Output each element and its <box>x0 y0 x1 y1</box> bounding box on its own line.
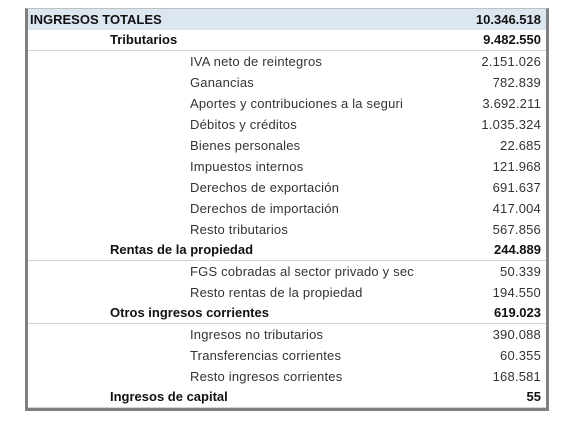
row-label: FGS cobradas al sector privado y sec <box>190 264 414 279</box>
row-value: 10.346.518 <box>475 12 541 27</box>
row-value: 244.889 <box>494 242 541 257</box>
row-label: Débitos y créditos <box>190 117 297 132</box>
row-value: 168.581 <box>492 369 541 384</box>
row-value: 567.856 <box>492 222 541 237</box>
row-label: INGRESOS TOTALES <box>30 12 162 27</box>
row-label: Impuestos internos <box>190 159 304 174</box>
row-label: Resto rentas de la propiedad <box>190 285 363 300</box>
table-row: Resto tributarios 567.856 <box>28 219 546 240</box>
row-label: Derechos de importación <box>190 201 340 216</box>
table-row: Resto rentas de la propiedad 194.550 <box>28 282 546 303</box>
table-row: Resto ingresos corrientes 168.581 <box>28 366 546 387</box>
row-value: 417.004 <box>492 201 541 216</box>
table-row: FGS cobradas al sector privado y sec 50.3… <box>28 261 546 282</box>
revenue-table: INGRESOS TOTALES 10.346.518 Tributarios 9.4… <box>25 8 549 411</box>
row-label: Ingresos no tributarios <box>190 327 324 342</box>
table-row: Bienes personales 22.685 <box>28 135 546 156</box>
row-label: Resto tributarios <box>190 222 289 237</box>
table-row: Débitos y créditos 1.035.324 <box>28 114 546 135</box>
table-row: Tributarios 9.482.550 <box>28 30 546 51</box>
row-value: 619.023 <box>494 305 541 320</box>
row-value: 2.151.026 <box>481 54 541 69</box>
row-label: Ingresos de capital <box>110 389 228 404</box>
row-label: Ganancias <box>190 75 254 90</box>
row-label: Transferencias corrientes <box>190 348 342 363</box>
table-row: Otros ingresos corrientes 619.023 <box>28 303 546 324</box>
table-row: Aportes y contribuciones a la seguri 3.69… <box>28 93 546 114</box>
row-label: IVA neto de reintegros <box>190 54 323 69</box>
table-row: Impuestos internos 121.968 <box>28 156 546 177</box>
table-row: Ganancias 782.839 <box>28 72 546 93</box>
row-value: 55 <box>526 389 541 404</box>
row-value: 121.968 <box>492 159 541 174</box>
row-value: 50.339 <box>500 264 541 279</box>
row-label: Otros ingresos corrientes <box>110 305 269 320</box>
row-value: 60.355 <box>500 348 541 363</box>
row-value: 22.685 <box>500 138 541 153</box>
table-row: Rentas de la propiedad 244.889 <box>28 240 546 261</box>
row-label: Aportes y contribuciones a la seguri <box>190 96 404 111</box>
row-label: Resto ingresos corrientes <box>190 369 343 384</box>
table-row: Transferencias corrientes 60.355 <box>28 345 546 366</box>
row-label: Rentas de la propiedad <box>110 242 254 257</box>
row-value: 1.035.324 <box>481 117 541 132</box>
table-row: Ingresos no tributarios 390.088 <box>28 324 546 345</box>
table-row: INGRESOS TOTALES 10.346.518 <box>28 9 546 30</box>
row-label: Derechos de exportación <box>190 180 340 195</box>
row-value: 390.088 <box>492 327 541 342</box>
table-row: IVA neto de reintegros 2.151.026 <box>28 51 546 72</box>
table-row: Ingresos de capital 55 <box>28 387 546 408</box>
row-label: Bienes personales <box>190 138 301 153</box>
row-label: Tributarios <box>110 32 178 47</box>
row-value: 9.482.550 <box>483 32 541 47</box>
row-value: 3.692.211 <box>482 96 541 111</box>
row-value: 782.839 <box>492 75 541 90</box>
row-value: 194.550 <box>492 285 541 300</box>
table-row: Derechos de exportación 691.637 <box>28 177 546 198</box>
row-value: 691.637 <box>492 180 541 195</box>
table-row: Derechos de importación 417.004 <box>28 198 546 219</box>
